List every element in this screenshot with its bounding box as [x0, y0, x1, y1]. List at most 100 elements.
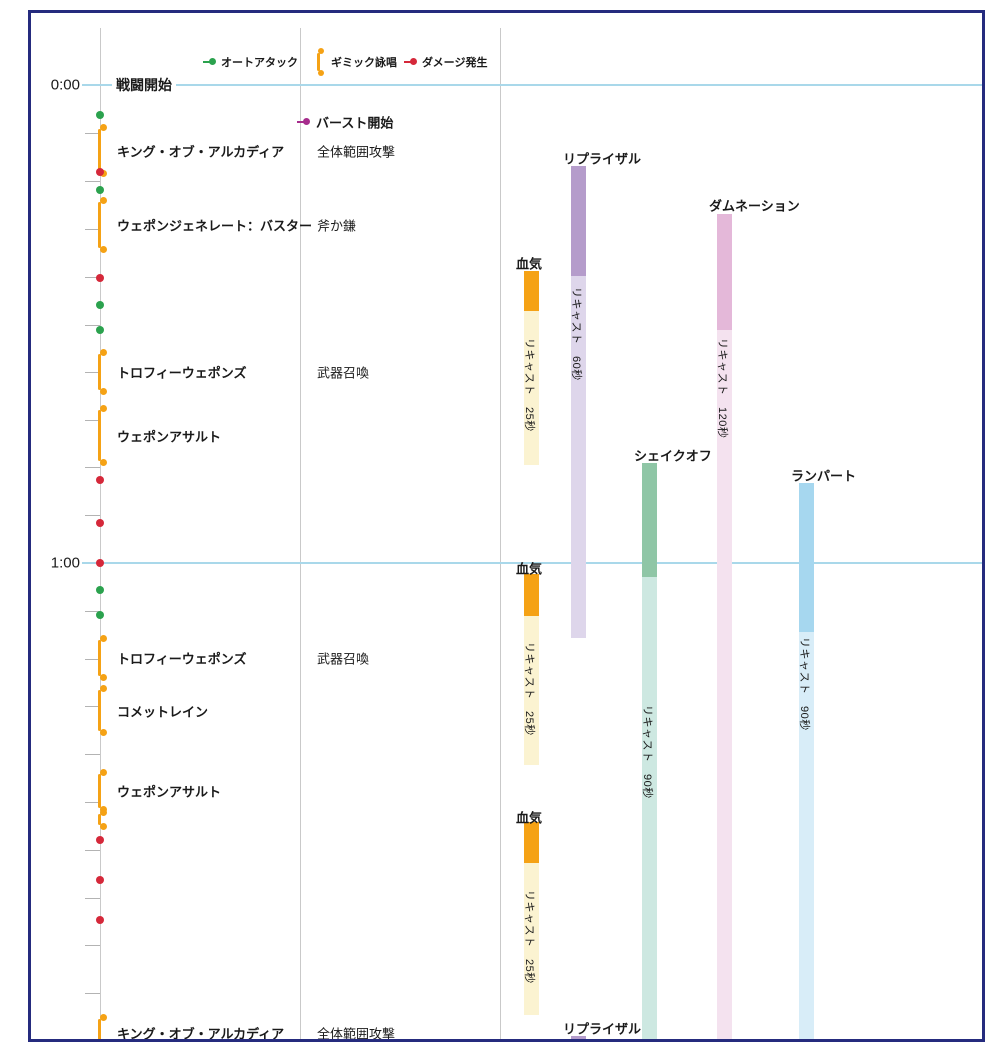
bracket-line	[98, 202, 101, 248]
cast-bracket	[94, 405, 107, 466]
ability-description-label: 全体範囲攻撃	[317, 1026, 396, 1041]
axis-tick	[85, 659, 100, 660]
mitigation-duration-bar	[571, 166, 586, 276]
mitigation-duration-bar	[799, 483, 814, 632]
damage-dot	[96, 274, 104, 282]
mitigation-duration-bar	[524, 574, 539, 616]
damage-dot	[96, 836, 104, 844]
recast-duration-label: リキャスト 25秒	[523, 338, 535, 432]
legend-damage-label: ダメージ発生	[422, 57, 488, 69]
mitigation-recast-bar	[571, 276, 586, 638]
damage-line-icon	[404, 61, 415, 63]
axis-tick	[85, 229, 100, 230]
cast-start-dot	[100, 635, 107, 642]
bracket-line	[98, 690, 101, 731]
cast-end-dot	[100, 823, 107, 830]
mitigation-recast-bar	[524, 311, 539, 465]
ability-description-label: 武器召喚	[317, 365, 370, 381]
recast-duration-label: リキャスト 120秒	[716, 338, 728, 439]
ability-name-label: コメットレイン	[117, 704, 209, 719]
ability-name-label: トロフィーウェポンズ	[117, 651, 247, 667]
cast-bracket	[94, 635, 107, 681]
cast-bracket	[94, 809, 107, 830]
ability-name-label: ウェポンジェネレート：バスター	[117, 218, 313, 234]
axis-tick	[85, 467, 100, 468]
recast-duration-label: リキャスト 25秒	[523, 890, 535, 984]
mitigation-name-label: リプライザル	[563, 1021, 642, 1037]
auto-attack-dot	[96, 186, 104, 194]
ability-name-label: ウェポンアサルト	[117, 429, 222, 444]
mitigation-name-label: リプライザル	[563, 151, 642, 167]
axis-tick	[85, 420, 100, 421]
battle-start-label: 戦闘開始	[112, 74, 176, 96]
damage-dot	[96, 519, 104, 527]
mitigation-duration-bar	[524, 271, 539, 311]
cast-start-dot	[100, 124, 107, 131]
cast-start-dot	[100, 769, 107, 776]
legend-gimmick-cast-label: ギミック詠唱	[331, 57, 397, 69]
mitigation-duration-bar	[642, 463, 657, 577]
ability-name-label: トロフィーウェポンズ	[117, 365, 247, 381]
bracket-line	[98, 640, 101, 676]
mitigation-recast-bar	[799, 632, 814, 1042]
recast-duration-label: リキャスト 25秒	[523, 642, 535, 736]
axis-tick	[85, 372, 100, 373]
cast-end-dot	[100, 388, 107, 395]
recast-duration-label: リキャスト 90秒	[798, 637, 810, 731]
ability-name-label: キング・オブ・アルカディア	[117, 144, 285, 159]
burst-start-label: バースト開始	[316, 115, 394, 131]
mitigation-recast-bar	[717, 330, 732, 1042]
axis-tick	[85, 611, 100, 612]
auto-attack-dot	[96, 586, 104, 594]
cast-end-dot	[100, 674, 107, 681]
cast-start-dot	[100, 1014, 107, 1021]
auto-attack-dot	[96, 111, 104, 119]
axis-tick	[85, 515, 100, 516]
bracket-line	[98, 774, 101, 808]
auto-attack-dot	[96, 301, 104, 309]
burst-connector-line	[297, 121, 306, 123]
bottom-mask	[0, 1042, 1000, 1064]
recast-duration-label: リキャスト 60秒	[570, 287, 582, 381]
cast-end-dot	[100, 459, 107, 466]
time-label: 1:00	[30, 553, 82, 573]
mitigation-recast-bar	[524, 616, 539, 765]
mitigation-recast-bar	[642, 577, 657, 1042]
recast-duration-label: リキャスト 90秒	[641, 705, 653, 799]
bracket-line	[317, 53, 320, 71]
column-divider-descriptions	[500, 28, 501, 1042]
auto-attack-dot-icon	[209, 58, 216, 65]
auto-attack-dot	[96, 326, 104, 334]
damage-dot	[96, 559, 104, 567]
auto-attack-dot	[96, 611, 104, 619]
damage-dot	[96, 876, 104, 884]
mitigation-name-label: ランパート	[791, 468, 857, 484]
gimmick-cast-bracket-icon	[313, 48, 326, 76]
cast-start-dot	[100, 685, 107, 692]
bracket-line	[98, 1019, 101, 1046]
hour-gridline	[31, 562, 985, 564]
time-label: 0:00	[30, 75, 82, 95]
mitigation-name-label: シェイクオフ	[634, 448, 712, 464]
bracket-line	[98, 354, 101, 390]
hour-gridline	[31, 84, 985, 86]
axis-tick	[85, 754, 100, 755]
axis-tick	[85, 181, 100, 182]
axis-tick	[85, 945, 100, 946]
damage-dot	[96, 916, 104, 924]
bracket-end-dot	[318, 70, 324, 76]
cast-start-dot	[100, 809, 107, 816]
mitigation-name-label: 血気	[516, 561, 543, 577]
cast-end-dot	[100, 729, 107, 736]
axis-tick	[85, 325, 100, 326]
axis-tick	[85, 850, 100, 851]
ability-description-label: 武器召喚	[317, 651, 370, 667]
cast-bracket	[94, 124, 107, 177]
cast-bracket	[94, 769, 107, 813]
cast-start-dot	[100, 405, 107, 412]
legend-auto-attack-label: オートアタック	[221, 57, 298, 69]
axis-tick	[85, 802, 100, 803]
column-divider-abilities	[300, 28, 301, 1042]
mitigation-duration-bar	[524, 822, 539, 863]
